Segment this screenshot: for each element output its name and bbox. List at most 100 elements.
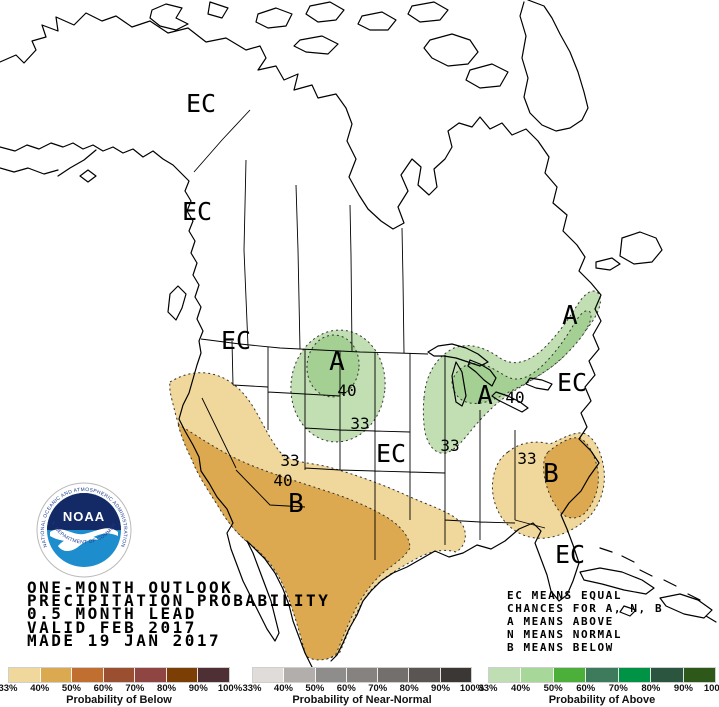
colorbar-segment	[315, 668, 347, 682]
legend-note-line: EC MEANS EQUAL	[507, 589, 623, 602]
colorbar-ticks: 33% 40% 50% 60% 70% 80% 90% 100%	[478, 683, 719, 694]
map-label-40: 40	[273, 471, 292, 490]
legend-note-line: A MEANS ABOVE	[507, 615, 614, 628]
greenland	[519, 0, 589, 132]
colorbar-caption: Probability of Near-Normal	[292, 694, 432, 706]
tick-label: 90%	[673, 683, 693, 694]
title-line: ONE-MONTH OUTLOOK	[27, 578, 234, 597]
map-label-b: B	[543, 459, 559, 489]
noaa-wordmark: NOAA	[63, 509, 105, 524]
map-label-33: 33	[517, 449, 536, 468]
tick-label: 90%	[431, 683, 451, 694]
map-label-a: A	[329, 347, 345, 377]
arctic-islands	[149, 1, 509, 89]
title-line: MADE 19 JAN 2017	[27, 630, 222, 650]
title-line: 0.5 MONTH LEAD	[27, 604, 197, 624]
map-label-33: 33	[280, 451, 299, 470]
tick-label: 60%	[576, 683, 596, 694]
tick-label: 80%	[641, 683, 661, 694]
legend-note-line: B MEANS BELOW	[507, 641, 614, 654]
colorbar-segment	[683, 668, 715, 682]
colorbar-segment	[586, 668, 619, 682]
colorbar-probability-of-near-normal	[252, 667, 472, 683]
coastline-east-gulf	[330, 308, 602, 662]
colorbar-segment	[346, 668, 379, 682]
political-borders	[193, 109, 546, 560]
coastline-north	[0, 12, 602, 310]
tick-label: 50%	[305, 683, 325, 694]
tick-label: 33%	[242, 683, 262, 694]
tick-label: 60%	[336, 683, 356, 694]
colorbar-segment	[166, 668, 199, 682]
colorbar-ticks: 33% 40% 50% 60% 70% 80% 90% 100%	[0, 683, 242, 694]
map-label-ec: EC	[557, 368, 587, 397]
svg-text:U.S. DEPARTMENT OF COMMERCE: U.S. DEPARTMENT OF COMMERCE	[0, 0, 118, 546]
tick-label: 50%	[543, 683, 563, 694]
tick-label: 33%	[0, 683, 18, 694]
tick-label: 80%	[399, 683, 419, 694]
colorbar-segment	[40, 668, 73, 682]
colorbar-segment	[489, 668, 522, 682]
tick-label: 40%	[30, 683, 50, 694]
map-label-ec: EC	[376, 439, 406, 468]
colorbar-probability-of-below	[8, 667, 230, 683]
tick-label: 33%	[478, 683, 498, 694]
tick-label: 60%	[93, 683, 113, 694]
atlantic-islands	[595, 231, 663, 271]
tick-label: 100%	[703, 683, 719, 694]
map-label-ec: EC	[186, 89, 216, 118]
colorbar-segment	[198, 668, 230, 682]
colorbar-segment	[284, 668, 316, 682]
map-label-ec: EC	[182, 197, 212, 226]
colorbar-segment	[618, 668, 652, 682]
tick-label: 70%	[368, 683, 388, 694]
legend-note-line: CHANCES FOR A, N, B	[507, 602, 664, 615]
tick-label: 40%	[273, 683, 293, 694]
legend-note-line: N MEANS NORMAL	[507, 628, 623, 641]
great-lakes	[427, 343, 553, 413]
tick-label: 70%	[125, 683, 145, 694]
caribbean-islands	[579, 547, 717, 623]
map-label-40: 40	[337, 381, 356, 400]
tick-label: 40%	[511, 683, 531, 694]
colorbar-caption: Probability of Above	[548, 694, 656, 706]
colorbar-segment	[521, 668, 554, 682]
map-label-33: 33	[350, 414, 369, 433]
tick-label: 50%	[61, 683, 81, 694]
tick-label: 90%	[188, 683, 208, 694]
colorbar-segment	[135, 668, 167, 682]
title-line: VALID FEB 2017	[27, 617, 197, 637]
colorbar-probability-of-above	[488, 667, 716, 683]
map-label-ec: EC	[555, 540, 585, 569]
noaa-logo: NOAA NATIONAL OCEANIC AND ATMOSPHERIC AD…	[0, 0, 132, 578]
map-label-ec: EC	[221, 326, 251, 355]
gull-wave-icon	[50, 528, 118, 542]
tick-label: 100%	[217, 683, 243, 694]
seagull-icon	[58, 535, 100, 552]
colorbar-caption: Probability of Below	[66, 694, 172, 706]
tick-label: 70%	[608, 683, 628, 694]
map-label-a: A	[477, 381, 493, 411]
map-label-a: A	[562, 301, 578, 331]
tick-label: 80%	[157, 683, 177, 694]
colorbar-segment	[9, 668, 41, 682]
coastline-pacific	[0, 142, 314, 670]
map-label-40: 40	[505, 388, 524, 407]
colorbar-segment	[651, 668, 684, 682]
colorbar-ticks: 33% 40% 50% 60% 70% 80% 90% 100%	[242, 683, 484, 694]
tick-label: 100%	[459, 683, 485, 694]
colorbar-segment	[253, 668, 285, 682]
noaa-ring-text-bottom: U.S. DEPARTMENT OF COMMERCE	[0, 0, 117, 546]
map-label-33: 33	[440, 436, 459, 455]
title-line: PRECIPITATION PROBABILITY	[27, 591, 331, 611]
colorbar-segment	[553, 668, 587, 682]
colorbar-segment	[378, 668, 410, 682]
colorbar-segment	[103, 668, 136, 682]
colorbar-segment	[72, 668, 104, 682]
title-block: ONE-MONTH OUTLOOK PRECIPITATION PROBABILI…	[27, 578, 331, 650]
colorbar-segment	[409, 668, 441, 682]
colorbar-segment	[440, 668, 471, 682]
